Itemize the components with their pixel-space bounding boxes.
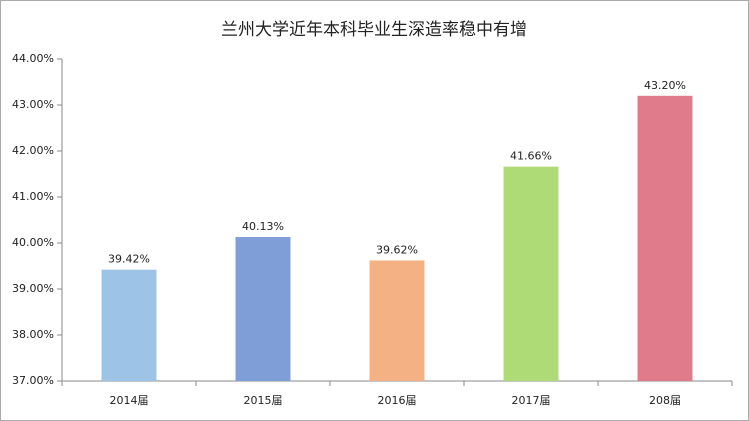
x-tick-label: 2014届 (110, 394, 149, 407)
chart-title: 兰州大学近年本科毕业生深造率稳中有增 (221, 20, 527, 40)
bar (101, 269, 157, 381)
y-tick-label: 40.00% (12, 236, 54, 249)
value-label: 39.62% (376, 243, 418, 256)
y-tick-label: 37.00% (12, 374, 54, 387)
y-tick-label: 38.00% (12, 328, 54, 341)
x-tick-label: 2016届 (378, 394, 417, 407)
y-tick-label: 39.00% (12, 282, 54, 295)
value-label: 40.13% (242, 220, 284, 233)
bar (235, 237, 291, 381)
y-tick-label: 44.00% (12, 52, 54, 65)
value-label: 39.42% (108, 253, 150, 266)
y-tick-label: 42.00% (12, 144, 54, 157)
value-label: 43.20% (644, 79, 686, 92)
y-tick-label: 41.00% (12, 190, 54, 203)
value-label: 41.66% (510, 150, 552, 163)
x-tick-label: 2015届 (244, 394, 283, 407)
bar (503, 166, 559, 381)
y-tick-label: 43.00% (12, 98, 54, 111)
x-tick-label: 2017届 (512, 394, 551, 407)
x-tick-label: 208届 (649, 394, 681, 407)
bar (369, 260, 425, 381)
bar (637, 95, 693, 382)
